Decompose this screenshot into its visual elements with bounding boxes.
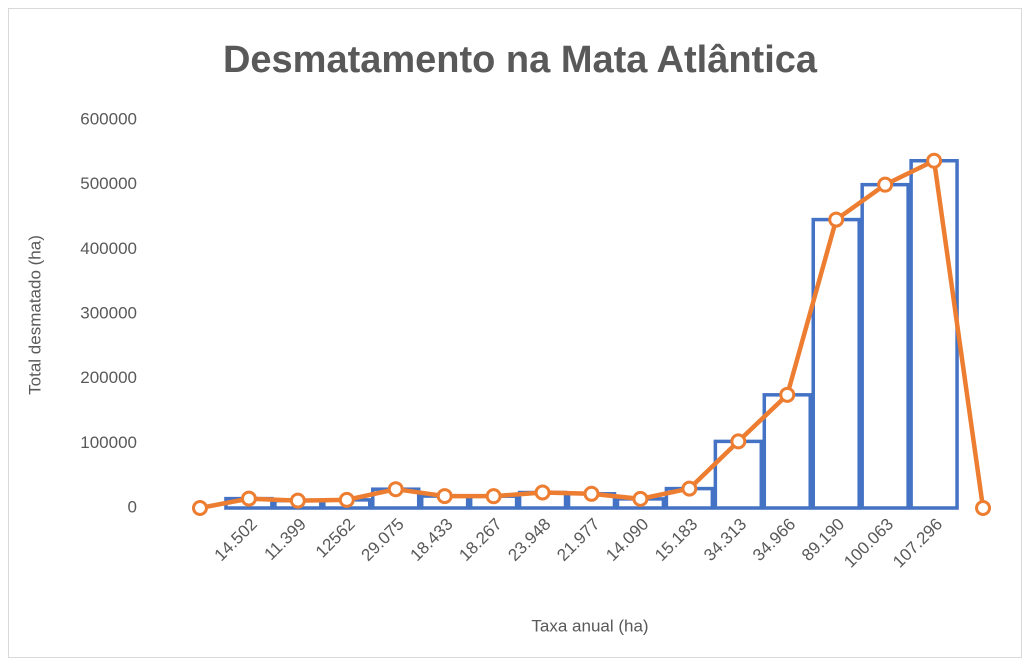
bar bbox=[860, 182, 910, 510]
line-marker bbox=[338, 491, 355, 508]
bar bbox=[909, 158, 959, 510]
line-marker bbox=[583, 485, 600, 502]
bar bbox=[713, 439, 764, 510]
line-marker bbox=[926, 152, 943, 169]
line-marker bbox=[387, 481, 404, 498]
line-marker bbox=[779, 386, 796, 403]
bar bbox=[762, 393, 812, 510]
line-marker bbox=[632, 490, 649, 507]
line-marker bbox=[485, 488, 502, 505]
line-marker bbox=[975, 500, 992, 516]
line-marker bbox=[191, 500, 208, 516]
line-marker bbox=[534, 484, 551, 501]
line-marker bbox=[240, 490, 257, 507]
y-tick-label: 0 bbox=[128, 497, 137, 516]
line-marker bbox=[877, 176, 894, 193]
y-tick-label: 300000 bbox=[80, 303, 137, 322]
line-marker bbox=[828, 211, 845, 228]
line-marker bbox=[289, 492, 306, 509]
y-axis-label: Total desmatado (ha) bbox=[25, 235, 44, 395]
x-axis-label: Taxa anual (ha) bbox=[531, 616, 648, 635]
bar bbox=[811, 217, 861, 510]
chart-title: Desmatamento na Mata Atlântica bbox=[223, 39, 818, 81]
line-marker bbox=[681, 480, 698, 497]
y-tick-label: 400000 bbox=[80, 239, 137, 258]
y-tick-label: 100000 bbox=[80, 433, 137, 452]
line-marker bbox=[730, 433, 747, 450]
y-tick-label: 500000 bbox=[80, 174, 137, 193]
y-tick-label: 600000 bbox=[80, 109, 137, 128]
y-tick-label: 200000 bbox=[80, 368, 137, 387]
line-marker bbox=[436, 488, 453, 505]
